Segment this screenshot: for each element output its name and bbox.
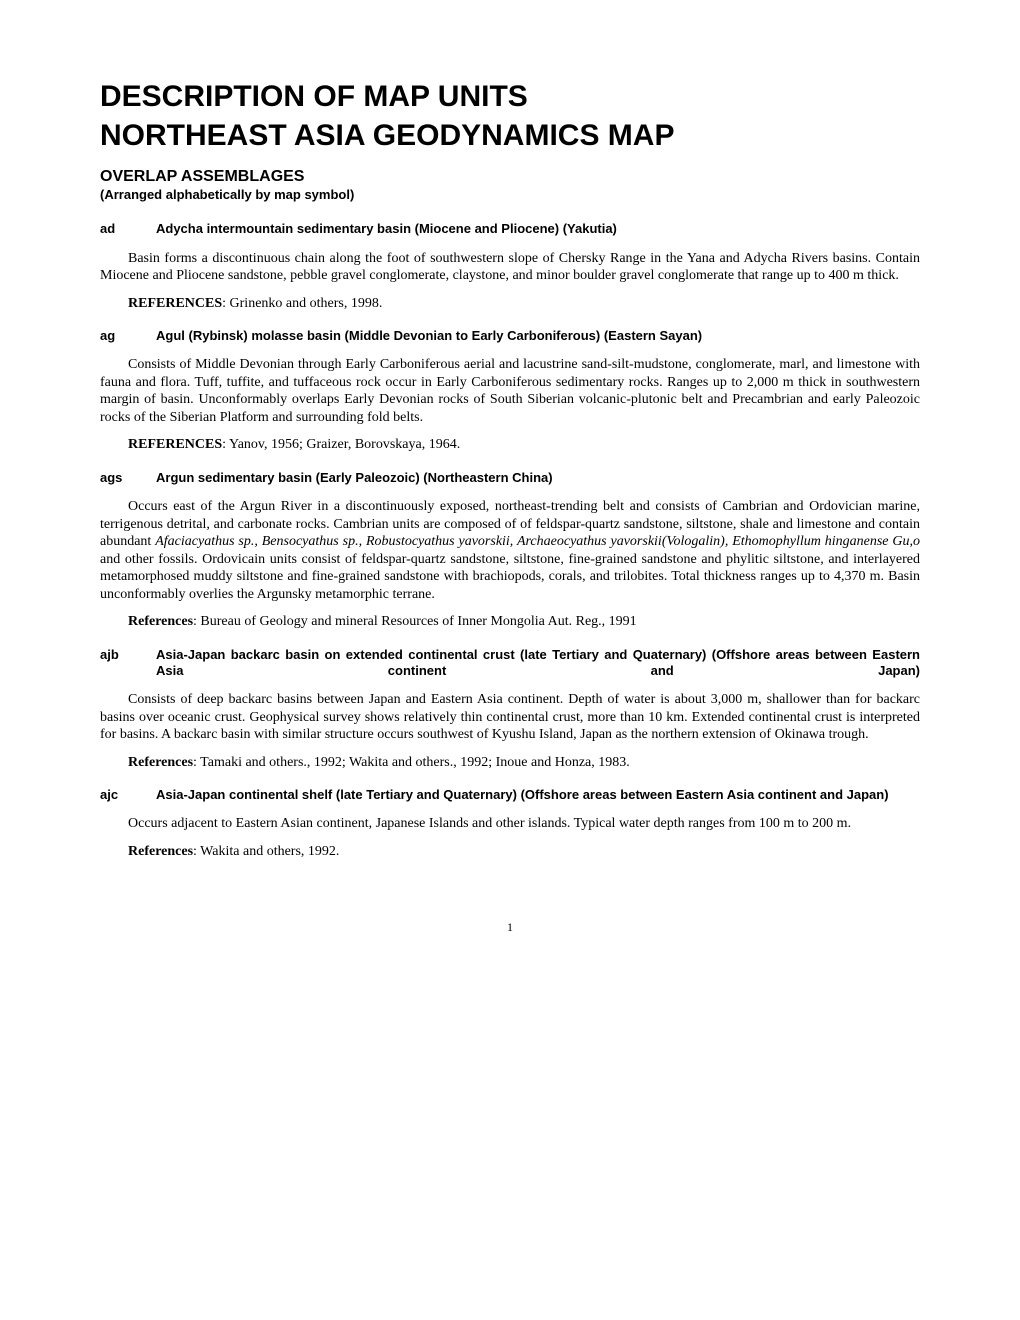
entry-heading: ad Adycha intermountain sedimentary basi… — [100, 221, 920, 237]
references-text: : Bureau of Geology and mineral Resource… — [193, 614, 637, 629]
references-text: : Tamaki and others., 1992; Wakita and o… — [193, 755, 630, 770]
entry-title: Asia-Japan continental shelf (late Terti… — [156, 787, 889, 803]
references-label: References — [128, 614, 193, 629]
references-label: References — [128, 755, 193, 770]
entry-heading: ag Agul (Rybinsk) molasse basin (Middle … — [100, 328, 920, 344]
entry-title: Asia-Japan backarc basin on extended con… — [156, 647, 920, 680]
entry-references: References: Bureau of Geology and minera… — [100, 613, 920, 631]
body-text-post: and other fossils. Ordovicain units cons… — [100, 552, 920, 602]
entry-heading: ajb Asia-Japan backarc basin on extended… — [100, 647, 920, 680]
entry-symbol: ags — [100, 470, 156, 486]
entry-body: Consists of Middle Devonian through Earl… — [100, 356, 920, 426]
entry-heading: ags Argun sedimentary basin (Early Paleo… — [100, 470, 920, 486]
references-label: References — [128, 844, 193, 859]
page-number: 1 — [100, 920, 920, 935]
entry-body: Consists of deep backarc basins between … — [100, 691, 920, 744]
section-note: (Arranged alphabetically by map symbol) — [100, 187, 920, 203]
entry-title: Argun sedimentary basin (Early Paleozoic… — [156, 470, 553, 486]
entry-body: Basin forms a discontinuous chain along … — [100, 250, 920, 285]
references-text: : Grinenko and others, 1998. — [222, 296, 382, 311]
entry-symbol: ad — [100, 221, 156, 237]
entry-title: Adycha intermountain sedimentary basin (… — [156, 221, 617, 237]
entry-body: Occurs east of the Argun River in a disc… — [100, 498, 920, 603]
entry-title: Agul (Rybinsk) molasse basin (Middle Dev… — [156, 328, 702, 344]
entry-references: References: Wakita and others, 1992. — [100, 843, 920, 861]
entry-references: REFERENCES: Grinenko and others, 1998. — [100, 295, 920, 313]
entry-body: Occurs adjacent to Eastern Asian contine… — [100, 815, 920, 833]
entry-symbol: ajc — [100, 787, 156, 803]
section-heading: OVERLAP ASSEMBLAGES — [100, 167, 920, 187]
entry-symbol: ag — [100, 328, 156, 344]
entry-heading: ajc Asia-Japan continental shelf (late T… — [100, 787, 920, 803]
entry-references: REFERENCES: Yanov, 1956; Graizer, Borovs… — [100, 436, 920, 454]
body-text-italic: Afaciacyathus sp., Bensocyathus sp., Rob… — [155, 534, 920, 549]
references-text: : Wakita and others, 1992. — [193, 844, 339, 859]
title-line-1: DESCRIPTION OF MAP UNITS — [100, 80, 920, 115]
entry-symbol: ajb — [100, 647, 156, 680]
references-label: REFERENCES — [128, 437, 222, 452]
references-text: : Yanov, 1956; Graizer, Borovskaya, 1964… — [222, 437, 460, 452]
references-label: REFERENCES — [128, 296, 222, 311]
title-line-2: NORTHEAST ASIA GEODYNAMICS MAP — [100, 119, 920, 154]
entry-references: References: Tamaki and others., 1992; Wa… — [100, 754, 920, 772]
